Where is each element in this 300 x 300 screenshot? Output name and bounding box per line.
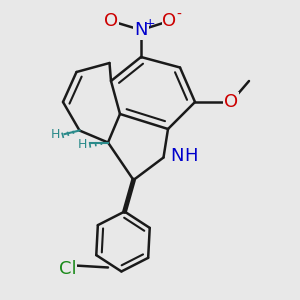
Text: O: O: [104, 12, 118, 30]
Text: O: O: [224, 93, 238, 111]
Text: H: H: [184, 147, 197, 165]
Text: H: H: [51, 128, 60, 142]
Text: -: -: [177, 8, 182, 22]
Text: +: +: [145, 17, 155, 30]
Text: N: N: [170, 147, 184, 165]
Text: Cl: Cl: [59, 260, 76, 278]
Text: H: H: [78, 137, 87, 151]
Text: N: N: [134, 21, 148, 39]
Text: O: O: [162, 12, 177, 30]
